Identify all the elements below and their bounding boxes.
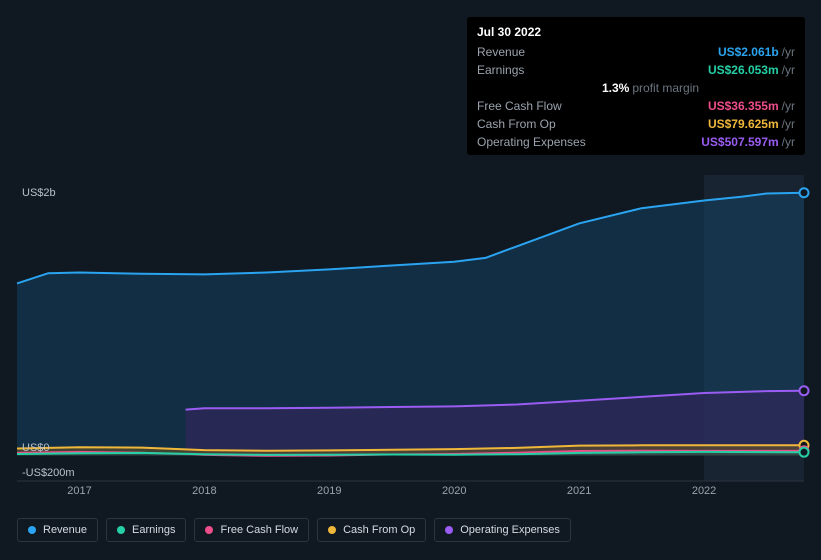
- tooltip-value: US$26.053m/yr: [708, 63, 795, 77]
- series-end-marker: [800, 448, 809, 457]
- x-axis-label: 2020: [442, 485, 466, 497]
- tooltip-date: Jul 30 2022: [467, 21, 805, 43]
- legend-item[interactable]: Free Cash Flow: [194, 518, 309, 542]
- legend-item[interactable]: Earnings: [106, 518, 186, 542]
- y-axis-label: US$2b: [22, 187, 56, 199]
- legend-item[interactable]: Operating Expenses: [434, 518, 571, 542]
- x-axis-label: 2018: [192, 485, 216, 497]
- legend-label: Earnings: [132, 524, 175, 536]
- chart-tooltip: Jul 30 2022 Revenue US$2.061b/yr Earnings US…: [467, 17, 805, 155]
- tooltip-row: Earnings US$26.053m/yr: [467, 61, 805, 79]
- y-axis-label: US$0: [22, 442, 50, 454]
- tooltip-value: US$36.355m/yr: [708, 99, 795, 113]
- legend-item[interactable]: Cash From Op: [317, 518, 426, 542]
- chart-legend: Revenue Earnings Free Cash Flow Cash From O…: [17, 518, 571, 542]
- tooltip-row: Free Cash Flow US$36.355m/yr: [467, 97, 805, 115]
- x-axis-label: 2019: [317, 485, 341, 497]
- tooltip-label: Operating Expenses: [477, 135, 602, 149]
- tooltip-label: Cash From Op: [477, 117, 602, 131]
- series-end-marker: [800, 188, 809, 197]
- tooltip-label: Earnings: [477, 63, 602, 77]
- tooltip-label: Free Cash Flow: [477, 99, 602, 113]
- legend-label: Operating Expenses: [460, 524, 560, 536]
- tooltip-row: Revenue US$2.061b/yr: [467, 43, 805, 61]
- x-axis-label: 2017: [67, 485, 91, 497]
- tooltip-row: Operating Expenses US$507.597m/yr: [467, 133, 805, 151]
- legend-label: Cash From Op: [343, 524, 415, 536]
- x-axis-label: 2022: [692, 485, 716, 497]
- legend-dot-icon: [205, 526, 213, 534]
- y-axis-label: -US$200m: [22, 467, 75, 479]
- legend-label: Revenue: [43, 524, 87, 536]
- tooltip-value: US$79.625m/yr: [708, 117, 795, 131]
- tooltip-value: US$2.061b/yr: [718, 45, 795, 59]
- legend-dot-icon: [28, 526, 36, 534]
- tooltip-subrow: 1.3%profit margin: [467, 79, 805, 97]
- tooltip-value: US$507.597m/yr: [701, 135, 795, 149]
- series-end-marker: [800, 386, 809, 395]
- legend-label: Free Cash Flow: [220, 524, 298, 536]
- tooltip-row: Cash From Op US$79.625m/yr: [467, 115, 805, 133]
- x-axis-label: 2021: [567, 485, 591, 497]
- legend-dot-icon: [117, 526, 125, 534]
- legend-dot-icon: [445, 526, 453, 534]
- tooltip-label: Revenue: [477, 45, 602, 59]
- legend-item[interactable]: Revenue: [17, 518, 98, 542]
- legend-dot-icon: [328, 526, 336, 534]
